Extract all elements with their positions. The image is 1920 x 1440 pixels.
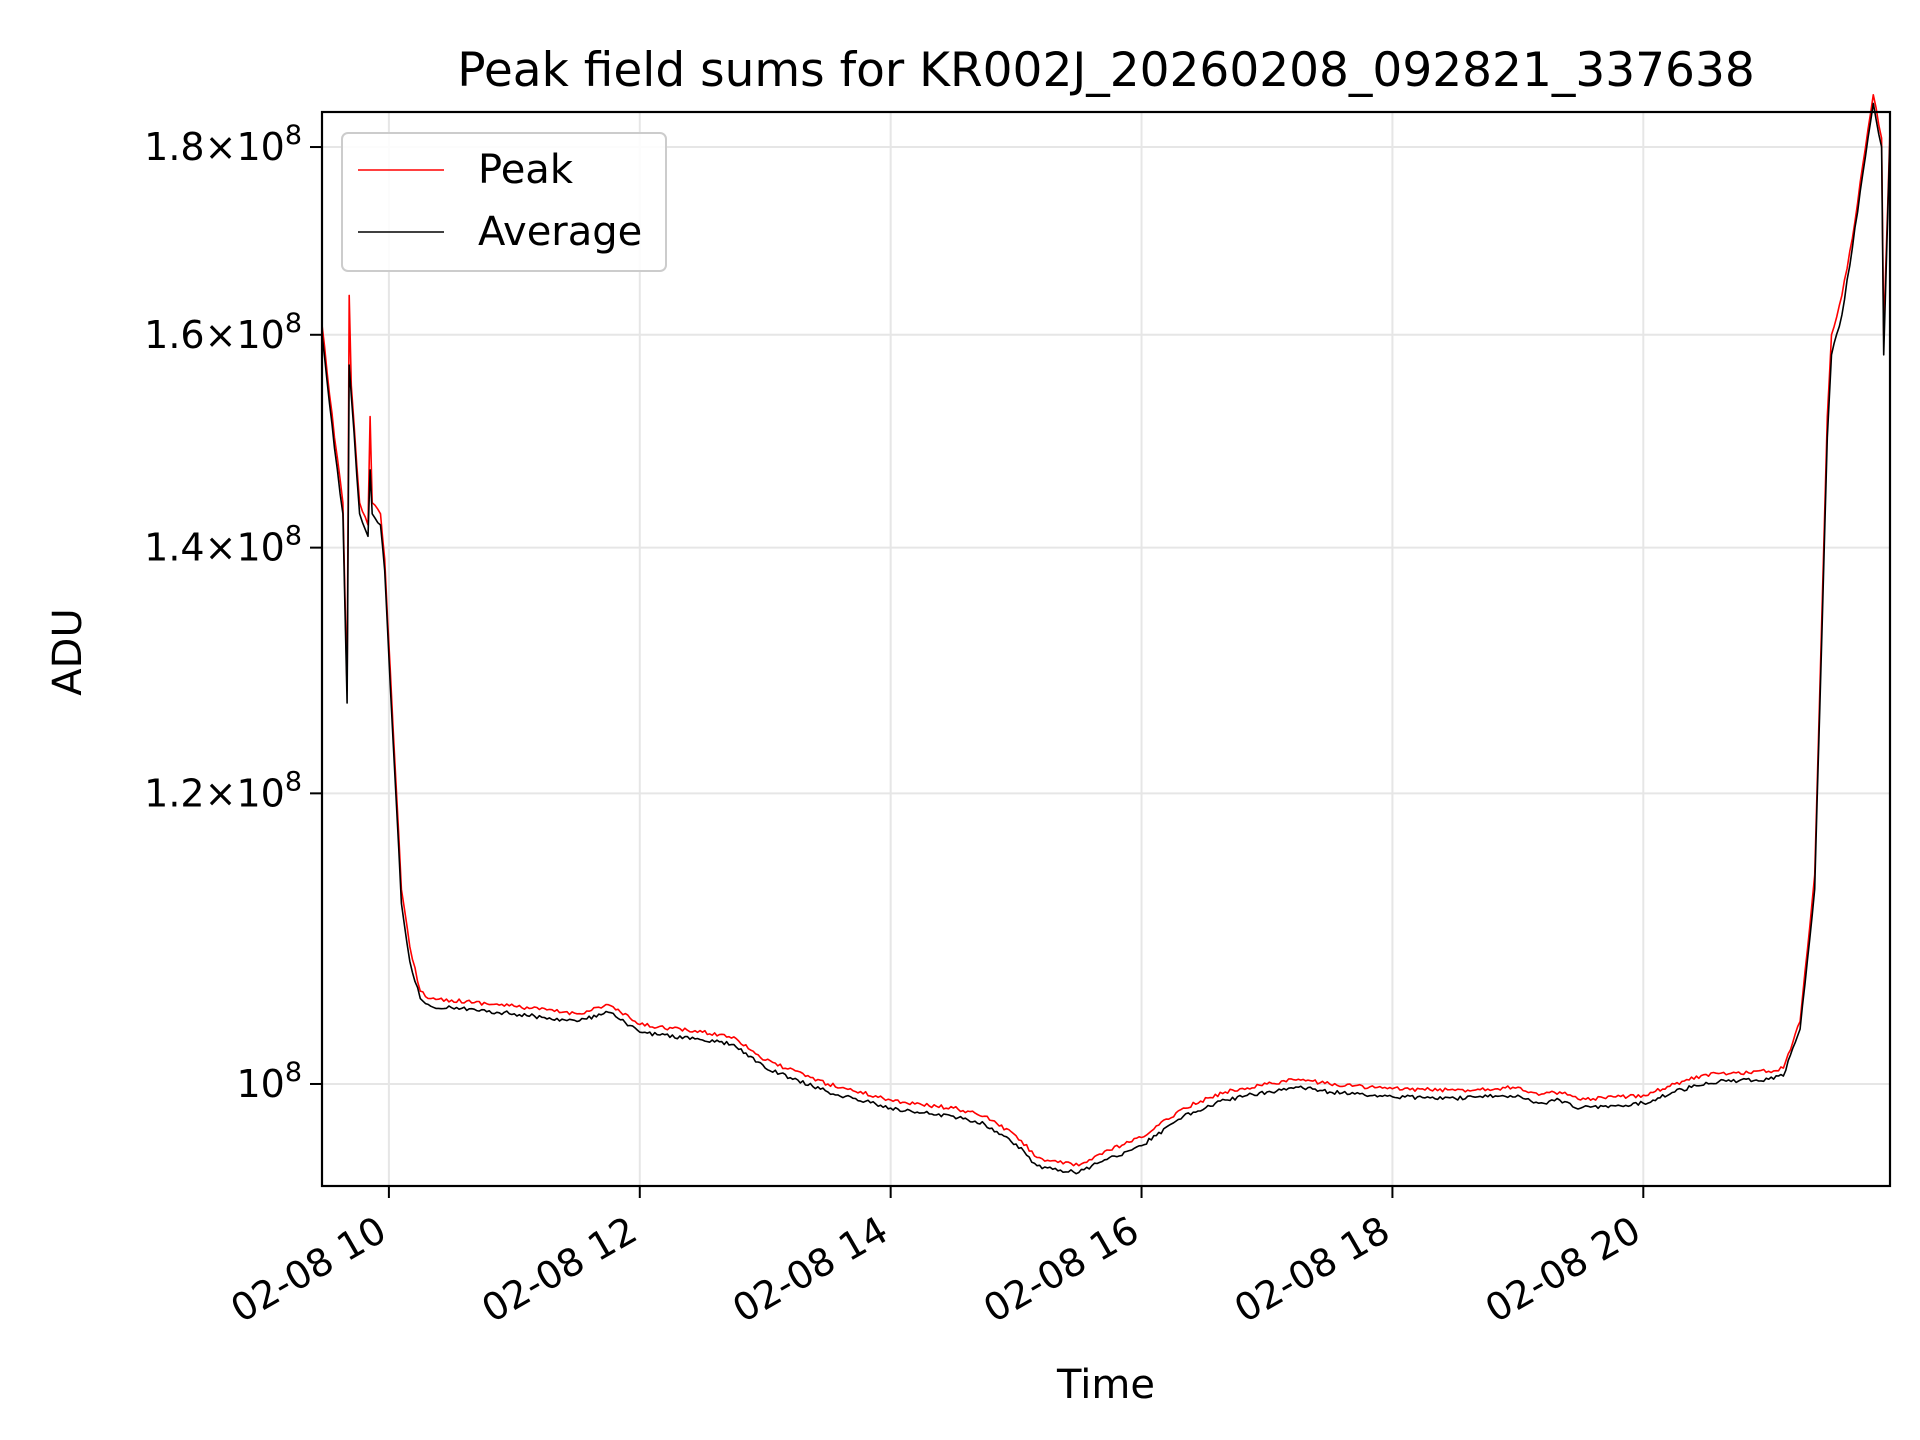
- y-tick-base: 10: [236, 526, 284, 570]
- y-tick-mantissa: 1.2: [144, 771, 204, 815]
- y-tick-exponent: 8: [285, 308, 302, 339]
- y-tick-base: 10: [236, 1062, 284, 1106]
- y-tick-base: 10: [236, 125, 284, 169]
- series-line-average: [321, 102, 1891, 1175]
- series-line-peak: [321, 94, 1891, 1167]
- x-axis-label: Time: [1056, 1362, 1155, 1408]
- y-tick-label: 1.6×108: [144, 308, 302, 357]
- chart-title: Peak field sums for KR002J_20260208_0928…: [457, 43, 1755, 98]
- y-tick-exponent: 8: [285, 766, 302, 797]
- y-tick-label: 1.2×108: [144, 766, 302, 815]
- y-tick-label: 1.4×108: [144, 521, 302, 570]
- y-tick-label: 108: [236, 1057, 302, 1106]
- y-tick-base: 10: [236, 771, 284, 815]
- legend-average-label: Average: [478, 209, 642, 255]
- y-tick-mantissa: 1.8: [144, 125, 204, 169]
- y-tick-mantissa: 1.4: [144, 526, 204, 570]
- y-tick-exponent: 8: [285, 1057, 302, 1088]
- legend-box: [341, 132, 667, 272]
- legend: Peak Average: [341, 132, 667, 272]
- axes-frame: [320, 110, 1892, 1188]
- y-tick-exponent: 8: [285, 120, 302, 151]
- series-layer: [321, 94, 1891, 1175]
- plot-area: [322, 112, 1890, 1186]
- y-tick-base: 10: [236, 313, 284, 357]
- y-tick-exponent: 8: [285, 521, 302, 552]
- x-grid: [387, 112, 1645, 1186]
- y-tick-label: 1.8×108: [144, 120, 302, 169]
- y-tick-mantissa: 1.6: [144, 313, 204, 357]
- legend-peak-label: Peak: [478, 147, 574, 193]
- y-axis-label: ADU: [45, 608, 91, 695]
